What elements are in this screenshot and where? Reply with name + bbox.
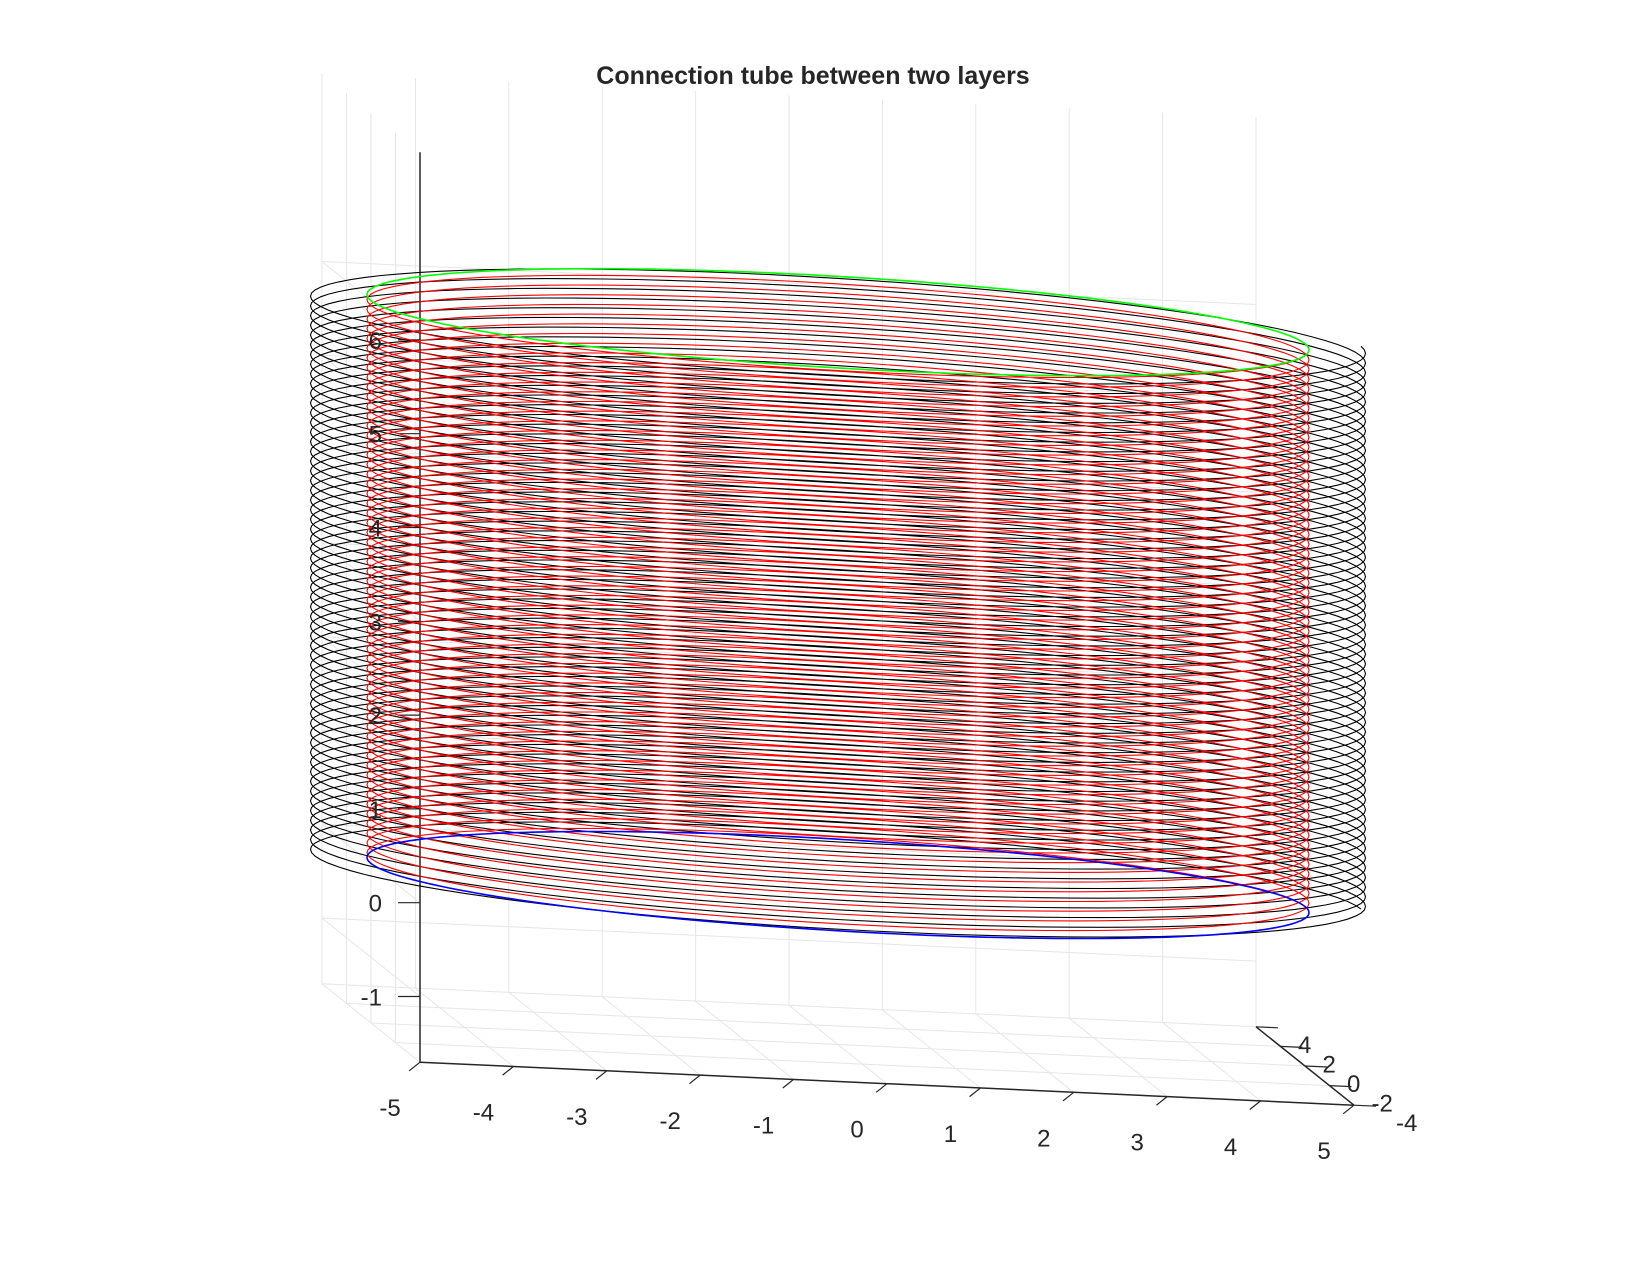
x-tick xyxy=(1062,1091,1075,1102)
x-tick-label: 0 xyxy=(850,1117,863,1144)
y-tick-label: -4 xyxy=(1396,1110,1417,1137)
x-tick xyxy=(1249,1100,1261,1110)
y-tick-label: 2 xyxy=(1323,1051,1336,1078)
series-0-helix xyxy=(309,268,1367,938)
z-tick-label: 3 xyxy=(369,609,382,636)
x-tick-label: -2 xyxy=(660,1108,681,1135)
x-tick-label: 1 xyxy=(944,1121,957,1148)
y-tick xyxy=(1329,1085,1352,1088)
grid-line xyxy=(321,983,1257,1028)
chart-title: Connection tube between two layers xyxy=(596,62,1029,90)
series-3-circle xyxy=(366,267,1310,377)
z-tick-label: 4 xyxy=(369,516,382,543)
x-tick xyxy=(408,1061,421,1072)
x-tick-label: 5 xyxy=(1317,1138,1330,1165)
x-tick-label: 4 xyxy=(1224,1134,1237,1161)
z-tick-label: -1 xyxy=(361,985,382,1012)
series-2-circle xyxy=(366,830,1310,940)
y-tick xyxy=(1353,1104,1377,1107)
grid-line xyxy=(321,917,421,997)
grid-line xyxy=(321,917,1257,962)
grid-line xyxy=(346,1002,1281,1047)
plot-lines xyxy=(309,267,1367,940)
x-tick-label: 2 xyxy=(1037,1125,1050,1152)
z-tick-label: 0 xyxy=(369,891,382,918)
grid-line xyxy=(321,261,1257,305)
x-tick xyxy=(782,1078,794,1089)
x-tick xyxy=(502,1066,514,1076)
series-1-helix xyxy=(366,274,1310,932)
x-tick xyxy=(969,1087,981,1098)
y-tick-label: 0 xyxy=(1347,1071,1360,1098)
z-tick-label: 1 xyxy=(369,797,382,824)
z-tick-label: 2 xyxy=(369,703,382,730)
y-tick xyxy=(1304,1065,1328,1068)
x-tick-label: 3 xyxy=(1131,1130,1144,1157)
x-tick-label: -1 xyxy=(753,1112,774,1139)
z-tick-label: 5 xyxy=(369,422,382,449)
x-tick-label: -4 xyxy=(473,1100,494,1127)
y-tick xyxy=(1255,1026,1279,1029)
x-tick xyxy=(1342,1104,1355,1115)
x-tick xyxy=(1156,1096,1168,1106)
x-tick-label: -5 xyxy=(379,1095,400,1122)
x-tick-label: -3 xyxy=(566,1104,587,1131)
grid-line xyxy=(321,542,1257,587)
z-tick-label: 6 xyxy=(369,328,382,355)
y-tick xyxy=(1280,1045,1303,1048)
y-tick-label: -2 xyxy=(1372,1091,1393,1118)
grid-line xyxy=(370,1022,1306,1067)
x-tick xyxy=(595,1070,608,1080)
y-tick-label: 4 xyxy=(1298,1032,1311,1059)
x-tick xyxy=(875,1083,888,1093)
grid-line xyxy=(395,1042,1330,1087)
grid-line xyxy=(321,823,1257,868)
x-tick xyxy=(689,1074,701,1085)
